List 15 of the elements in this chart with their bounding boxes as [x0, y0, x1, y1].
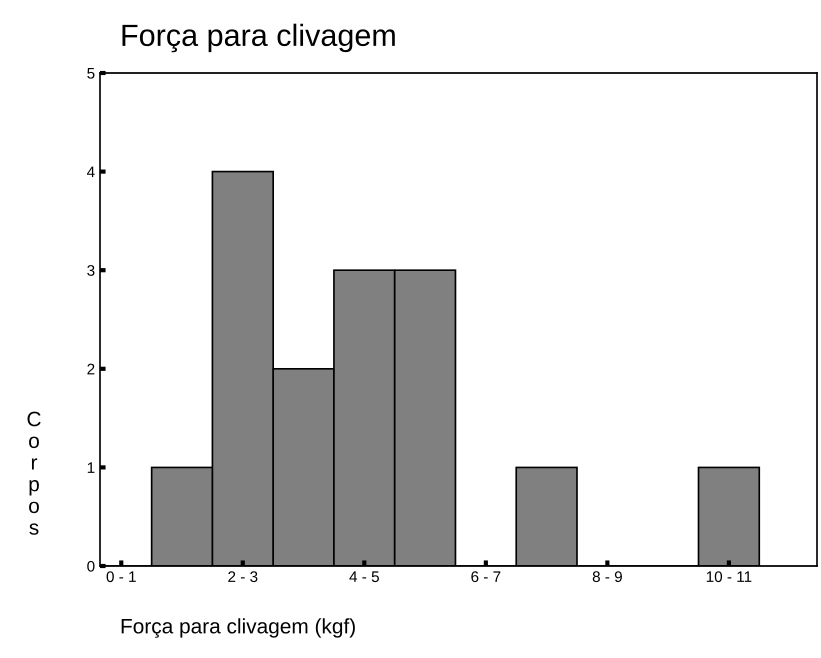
x-tick-label: 4 - 5 — [349, 571, 379, 582]
chart-title: Força para clivagem — [122, 24, 395, 52]
x-tick-label: 6 - 7 — [471, 571, 500, 582]
y-axis-title: Corpos — [28, 412, 41, 535]
x-tick-label: 2 - 3 — [228, 571, 258, 582]
x-tick-label: 10 - 11 — [706, 571, 752, 582]
x-tick-label: 0 - 1 — [106, 571, 136, 582]
y-tick-label: 3 — [87, 265, 94, 276]
y-tick-label: 4 — [86, 166, 95, 178]
x-tick-label: 8 - 9 — [592, 571, 622, 582]
y-tick-label: 0 — [87, 560, 95, 572]
y-tick-label: 1 — [88, 462, 94, 473]
y-tick-label: 2 — [87, 364, 94, 374]
y-tick-label: 5 — [87, 68, 94, 79]
x-axis-title: Força para clivagem (kgf) — [122, 618, 355, 638]
